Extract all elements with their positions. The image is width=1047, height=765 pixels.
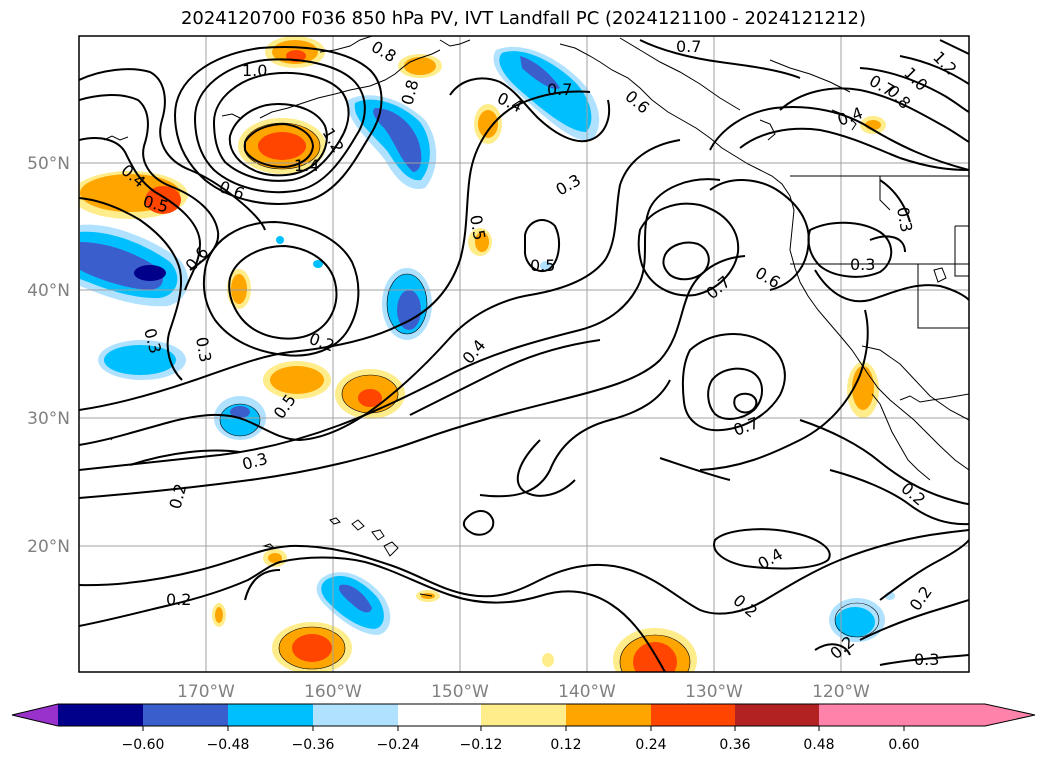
longitude-labels: 170°W 160°W 150°W 140°W 130°W 120°W [177,682,870,702]
lat-label-50n: 50°N [27,154,70,174]
graticule [79,36,969,672]
contour-label: 0.3 [192,335,215,363]
lon-label-120w: 120°W [812,682,870,702]
contour-label: 0.3 [850,255,875,274]
colorbar-tick-label: −0.60 [122,737,165,753]
colorbar-tick-label: −0.48 [207,737,250,753]
lon-label-170w: 170°W [177,682,235,702]
lat-label-30n: 30°N [27,409,70,429]
colorbar-tick-label: −0.36 [292,737,335,753]
contour-label: 0.3 [893,205,916,233]
colorbar-extend-min [12,704,58,726]
contour-label: 0.7 [547,80,572,99]
colorbar-tick-label: −0.12 [460,737,503,753]
colorbar-segment [566,704,651,726]
colorbar-extend-max [904,704,1035,726]
colorbar-segment [143,704,228,726]
colorbar-tick-label: 0.12 [550,737,581,753]
colorbar-tick-label: 0.36 [719,737,750,753]
colorbar-segment [228,704,313,726]
map-title: 2024120700 F036 850 hPa PV, IVT Landfall… [180,8,867,29]
colorbar-segment [735,704,819,726]
positive-anomaly-blob [416,590,440,602]
colorbar-segment [398,704,481,726]
lon-label-150w: 150°W [431,682,489,702]
colorbar-tick-label: 0.48 [803,737,834,753]
positive-anomaly-blob [272,622,352,672]
positive-anomaly-blob [542,653,554,667]
positive-anomaly-blob [79,171,188,219]
contour-label: 0.5 [530,256,555,275]
positive-anomaly-blob [335,369,405,419]
lon-label-140w: 140°W [558,682,616,702]
colorbar-segment [481,704,566,726]
positive-anomaly-blob [227,269,251,309]
colorbar-tick-label: 0.24 [635,737,666,753]
positive-anomaly-blob [212,603,226,627]
negative-anomaly-blob [316,572,391,635]
fill-outlines [219,122,880,672]
negative-anomaly-blob [382,268,432,340]
negative-anomaly-blob [98,340,186,380]
contour-label: 1.4 [294,156,319,175]
lon-label-160w: 160°W [304,682,362,702]
latitude-labels: 50°N 40°N 30°N 20°N [27,154,70,557]
pv-contours [79,39,969,672]
map-panel [79,36,969,672]
positive-anomaly-blob [847,362,879,418]
negative-anomaly-blob [347,95,437,189]
contour-label: 1.0 [242,61,267,80]
lat-label-40n: 40°N [27,281,70,301]
colorbar-segment [819,704,904,726]
negative-anomaly-blob [80,224,189,307]
lon-label-130w: 130°W [685,682,743,702]
colorbar-segment [313,704,398,726]
negative-anomaly-blob [829,592,895,642]
contour-label: 0.5 [466,213,489,241]
positive-anomaly-blob [474,104,502,144]
map-frame [78,35,970,673]
coastlines [103,36,969,597]
colorbar-segment [58,704,143,726]
colorbar-segment [651,704,735,726]
positive-anomaly-blob [468,228,492,256]
contour-label: 0.7 [676,37,701,56]
lat-label-20n: 20°N [27,537,70,557]
contour-label: 0.2 [166,590,191,609]
contour-label: 0.3 [914,650,939,669]
colorbar: −0.60 −0.48 −0.36 −0.24 −0.12 0.12 0.24 … [11,703,1036,753]
colorbar-tick-label: 0.60 [888,737,919,753]
positive-anomaly-blob [263,361,331,399]
colorbar-tick-label: −0.24 [377,737,420,753]
negative-anomaly-blob [493,46,600,141]
